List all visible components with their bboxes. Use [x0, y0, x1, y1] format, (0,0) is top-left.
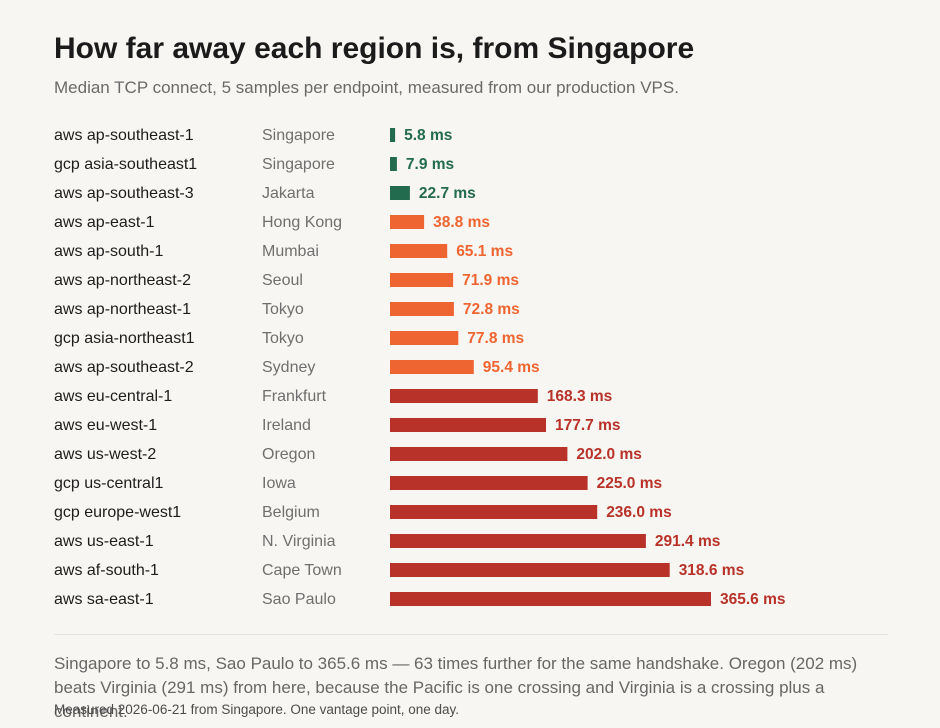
- latency-bar: [390, 447, 568, 461]
- region-label: Frankfurt: [262, 388, 327, 405]
- endpoint-label: gcp asia-northeast1: [54, 330, 195, 347]
- value-label: 71.9 ms: [462, 272, 519, 289]
- region-label: Cape Town: [262, 562, 342, 579]
- latency-bar: [390, 592, 711, 606]
- latency-bar: [390, 244, 448, 258]
- analysis-note: Singapore to 5.8 ms, Sao Paulo to 365.6 …: [54, 654, 858, 721]
- region-label: Belgium: [262, 504, 320, 521]
- latency-bar: [390, 534, 646, 548]
- latency-bar: [390, 215, 425, 229]
- chart-row: aws eu-west-1 Ireland 177.7 ms: [54, 417, 621, 434]
- endpoint-label: aws ap-southeast-1: [54, 127, 194, 144]
- region-label: Sydney: [262, 359, 315, 376]
- chart-row: aws eu-central-1 Frankfurt 168.3 ms: [54, 388, 612, 405]
- region-label: Tokyo: [262, 330, 304, 347]
- latency-bar: [390, 563, 670, 577]
- chart-row: aws ap-south-1 Mumbai 65.1 ms: [54, 243, 513, 260]
- latency-bar: [390, 157, 397, 171]
- endpoint-label: aws eu-central-1: [54, 388, 172, 405]
- value-label: 65.1 ms: [456, 243, 513, 260]
- endpoint-label: aws af-south-1: [54, 562, 159, 579]
- endpoint-label: gcp europe-west1: [54, 504, 181, 521]
- value-label: 225.0 ms: [597, 475, 663, 492]
- latency-bar: [390, 418, 546, 432]
- endpoint-label: aws ap-southeast-2: [54, 359, 194, 376]
- chart-row: aws sa-east-1 Sao Paulo 365.6 ms: [54, 591, 786, 608]
- chart-row: aws ap-northeast-2 Seoul 71.9 ms: [54, 272, 519, 289]
- latency-bar-chart: aws ap-southeast-1 Singapore 5.8 ms gcp asi…: [54, 127, 786, 608]
- latency-bar: [390, 331, 459, 345]
- endpoint-label: aws us-east-1: [54, 533, 154, 550]
- region-label: Sao Paulo: [262, 591, 336, 608]
- value-label: 177.7 ms: [555, 417, 621, 434]
- value-label: 168.3 ms: [547, 388, 613, 405]
- chart-row: aws ap-southeast-3 Jakarta 22.7 ms: [54, 185, 476, 202]
- region-label: Singapore: [262, 156, 335, 173]
- region-label: Ireland: [262, 417, 311, 434]
- value-label: 7.9 ms: [406, 156, 454, 173]
- value-label: 202.0 ms: [576, 446, 642, 463]
- latency-bar: [390, 360, 474, 374]
- latency-bar: [390, 389, 538, 403]
- value-label: 72.8 ms: [463, 301, 520, 318]
- endpoint-label: aws us-west-2: [54, 446, 156, 463]
- region-label: Hong Kong: [262, 214, 342, 231]
- value-label: 236.0 ms: [606, 504, 672, 521]
- region-label: Singapore: [262, 127, 335, 144]
- value-label: 318.6 ms: [679, 562, 745, 579]
- chart-row: aws af-south-1 Cape Town 318.6 ms: [54, 562, 744, 579]
- measurement-footnote: Measured 2026-06-21 from Singapore. One …: [54, 702, 460, 717]
- chart-row: aws us-west-2 Oregon 202.0 ms: [54, 446, 642, 463]
- endpoint-label: aws ap-northeast-1: [54, 301, 191, 318]
- latency-bar: [390, 273, 454, 287]
- region-label: Mumbai: [262, 243, 319, 260]
- chart-row: aws ap-southeast-2 Sydney 95.4 ms: [54, 359, 540, 376]
- chart-row: aws ap-southeast-1 Singapore 5.8 ms: [54, 127, 452, 144]
- chart-row: gcp asia-southeast1 Singapore 7.9 ms: [54, 156, 454, 173]
- latency-bar: [390, 505, 598, 519]
- latency-bar: [390, 186, 410, 200]
- chart-title: How far away each region is, from Singap…: [54, 32, 695, 65]
- endpoint-label: aws sa-east-1: [54, 591, 154, 608]
- chart-row: aws ap-northeast-1 Tokyo 72.8 ms: [54, 301, 520, 318]
- endpoint-label: aws ap-southeast-3: [54, 185, 194, 202]
- value-label: 38.8 ms: [433, 214, 490, 231]
- section-divider: [54, 634, 888, 635]
- endpoint-label: gcp asia-southeast1: [54, 156, 197, 173]
- latency-bar: [390, 302, 454, 316]
- endpoint-label: gcp us-central1: [54, 475, 163, 492]
- chart-row: gcp us-central1 Iowa 225.0 ms: [54, 475, 662, 492]
- region-label: Jakarta: [262, 185, 315, 202]
- latency-bar: [390, 476, 588, 490]
- value-label: 5.8 ms: [404, 127, 452, 144]
- region-label: Tokyo: [262, 301, 304, 318]
- region-label: Iowa: [262, 475, 296, 492]
- region-label: Seoul: [262, 272, 303, 289]
- endpoint-label: aws ap-northeast-2: [54, 272, 191, 289]
- chart-subtitle: Median TCP connect, 5 samples per endpoi…: [54, 78, 679, 97]
- latency-bar: [390, 128, 396, 142]
- chart-row: gcp europe-west1 Belgium 236.0 ms: [54, 504, 672, 521]
- endpoint-label: aws ap-east-1: [54, 214, 155, 231]
- region-label: Oregon: [262, 446, 315, 463]
- endpoint-label: aws ap-south-1: [54, 243, 163, 260]
- endpoint-label: aws eu-west-1: [54, 417, 157, 434]
- value-label: 22.7 ms: [419, 185, 476, 202]
- value-label: 77.8 ms: [467, 330, 524, 347]
- region-label: N. Virginia: [262, 533, 336, 550]
- value-label: 291.4 ms: [655, 533, 721, 550]
- chart-row: gcp asia-northeast1 Tokyo 77.8 ms: [54, 330, 524, 347]
- chart-row: aws us-east-1 N. Virginia 291.4 ms: [54, 533, 720, 550]
- value-label: 365.6 ms: [720, 591, 786, 608]
- chart-row: aws ap-east-1 Hong Kong 38.8 ms: [54, 214, 490, 231]
- value-label: 95.4 ms: [483, 359, 540, 376]
